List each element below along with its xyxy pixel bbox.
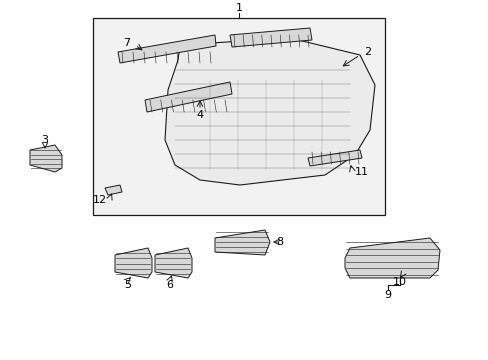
Text: 1: 1 [235,3,242,13]
Polygon shape [155,248,192,278]
Text: 3: 3 [41,135,48,145]
Text: 7: 7 [123,38,130,48]
Polygon shape [30,145,62,172]
Polygon shape [307,150,361,166]
Polygon shape [115,248,152,278]
Text: 12: 12 [93,195,107,205]
Text: 9: 9 [384,290,391,300]
Bar [93,18,384,215]
Text: 5: 5 [124,280,131,290]
Text: 4: 4 [196,110,203,120]
Text: 10: 10 [392,277,406,287]
Polygon shape [345,238,439,278]
Polygon shape [164,38,374,185]
Polygon shape [145,82,231,112]
Polygon shape [118,35,216,63]
Text: 8: 8 [276,237,283,247]
Text: 2: 2 [364,47,371,57]
Polygon shape [105,185,122,195]
Text: 6: 6 [166,280,173,290]
Polygon shape [215,230,269,255]
Text: 11: 11 [354,167,368,177]
Polygon shape [229,28,311,47]
